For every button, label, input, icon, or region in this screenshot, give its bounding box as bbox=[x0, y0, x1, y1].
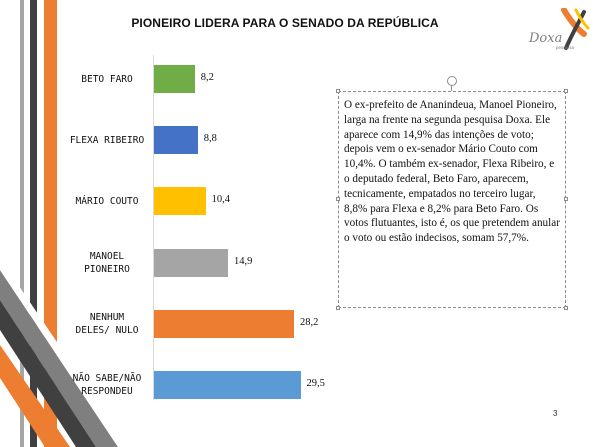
category-label-line: BETO FARO bbox=[81, 73, 133, 85]
category-label: NÃO SABE/NÃO RESPONDEU bbox=[66, 372, 148, 398]
page-number: 3 bbox=[553, 409, 558, 418]
bar-value-label: 28,2 bbox=[300, 316, 319, 328]
category-label-line: DELES/ NULO bbox=[75, 324, 139, 336]
resize-handle-left[interactable] bbox=[336, 197, 340, 201]
category-label-line: PIONEIRO bbox=[84, 263, 130, 275]
bar-value-label: 10,4 bbox=[211, 194, 231, 206]
resize-handle-bottom-right[interactable] bbox=[564, 306, 568, 310]
resize-handle-top-right[interactable] bbox=[564, 89, 568, 93]
category-label: NENHUM DELES/ NULO bbox=[66, 311, 148, 337]
rotate-handle[interactable] bbox=[447, 76, 457, 86]
category-label-line: MÁRIO COUTO bbox=[75, 195, 139, 207]
bar-value-label: 8,2 bbox=[200, 72, 214, 83]
logo-x-yellow-stroke bbox=[574, 8, 590, 30]
bottom-orange-swoosh bbox=[0, 345, 70, 447]
logo-x-orange-stroke bbox=[561, 8, 587, 37]
summary-textbox[interactable]: O ex-prefeito de Ananindeua, Manoel Pion… bbox=[338, 91, 566, 308]
bar-6 bbox=[154, 371, 301, 399]
category-label: MÁRIO COUTO bbox=[66, 195, 148, 208]
bar-5 bbox=[154, 309, 295, 338]
bar-3 bbox=[154, 187, 206, 216]
bottom-white-gap bbox=[0, 258, 128, 447]
category-label: FLEXA RIBEIRO bbox=[66, 134, 148, 147]
category-label-line: MANOEL bbox=[89, 250, 125, 262]
rotate-handle-stem bbox=[451, 86, 452, 91]
category-label-line: RESPONDEU bbox=[81, 386, 133, 397]
category-axis-line bbox=[153, 55, 154, 400]
resize-handle-right[interactable] bbox=[564, 197, 568, 201]
category-label: BETO FARO bbox=[66, 73, 148, 86]
bar-value-label: 29,5 bbox=[306, 378, 325, 389]
summary-text: O ex-prefeito de Ananindeua, Manoel Pion… bbox=[344, 99, 560, 245]
resize-handle-bottom-left[interactable] bbox=[336, 306, 340, 310]
category-label-line: NENHUM bbox=[89, 311, 125, 323]
bar-2 bbox=[154, 126, 198, 155]
bar-value-label: 8,8 bbox=[203, 133, 217, 145]
logo-x-dark-stroke bbox=[564, 10, 586, 50]
doxa-logo-icon bbox=[561, 8, 590, 50]
category-label-line: FLEXA RIBEIRO bbox=[69, 134, 145, 146]
bar-value-label: 14,9 bbox=[233, 255, 253, 267]
category-label: MANOEL PIONEIRO bbox=[66, 250, 148, 276]
resize-handle-top-left[interactable] bbox=[336, 89, 340, 93]
bar-4 bbox=[154, 248, 228, 277]
logo-wordmark: Doxa bbox=[529, 31, 563, 46]
bottom-dark-swoosh bbox=[0, 300, 96, 447]
logo-subtitle: pesquisa bbox=[556, 45, 575, 50]
bar-1 bbox=[154, 65, 195, 93]
slide-title: PIONEIRO LIDERA PARA O SENADO DA REPÚBLI… bbox=[131, 16, 439, 30]
category-label-line: NÃO SABE/NÃO bbox=[72, 373, 142, 384]
